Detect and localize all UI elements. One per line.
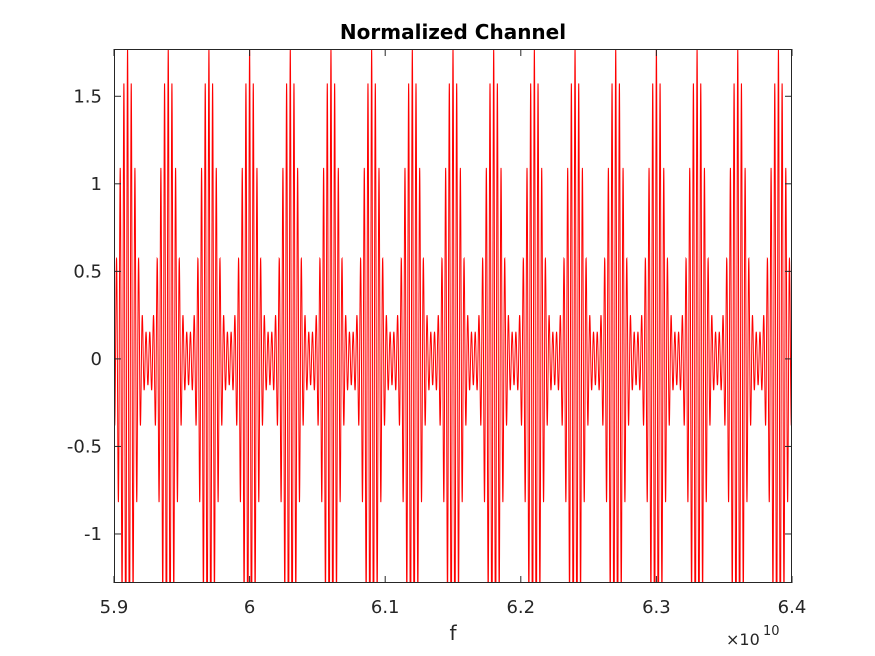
x-axis-label: f xyxy=(449,621,457,645)
y-axis-ticks xyxy=(114,95,792,535)
y-tick-label: -1 xyxy=(84,524,102,545)
plot-frame xyxy=(114,49,792,583)
x-axis-tick-labels: 5.9 6 6.1 6.2 6.3 6.4 xyxy=(100,597,807,618)
x-tick-label: 6 xyxy=(244,597,255,618)
x-axis-exponent-base: ×10 xyxy=(726,630,760,649)
y-tick-label: -0.5 xyxy=(67,436,102,457)
y-tick-label: 1.5 xyxy=(73,86,102,107)
x-tick-label: 5.9 xyxy=(100,597,129,618)
y-tick-label: 0.5 xyxy=(73,261,102,282)
x-axis-ticks xyxy=(113,49,793,583)
x-tick-label: 6.3 xyxy=(642,597,671,618)
x-tick-label: 6.4 xyxy=(778,597,807,618)
y-tick-label: 1 xyxy=(91,174,102,195)
y-axis-tick-labels: -1 -0.5 0 0.5 1 1.5 xyxy=(67,86,102,545)
x-tick-label: 6.2 xyxy=(506,597,535,618)
series-layer xyxy=(114,49,792,583)
series-line-0 xyxy=(114,49,792,583)
chart-title: Normalized Channel xyxy=(340,20,566,44)
x-axis-exponent: ×10 10 xyxy=(726,624,780,649)
x-tick-label: 6.1 xyxy=(371,597,400,618)
x-axis-exponent-power: 10 xyxy=(763,624,780,639)
y-tick-label: 0 xyxy=(91,349,102,370)
